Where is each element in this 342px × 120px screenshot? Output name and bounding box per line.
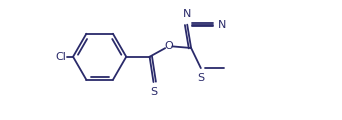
Text: S: S bbox=[197, 73, 205, 83]
Text: Cl: Cl bbox=[55, 52, 66, 62]
Text: S: S bbox=[150, 87, 157, 97]
Text: N: N bbox=[218, 20, 226, 30]
Text: O: O bbox=[164, 41, 173, 51]
Text: N: N bbox=[183, 9, 192, 19]
